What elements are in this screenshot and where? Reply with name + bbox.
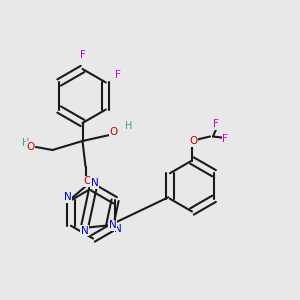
Text: N: N: [91, 178, 98, 188]
Text: H: H: [22, 137, 29, 148]
Text: N: N: [80, 226, 88, 236]
Text: N: N: [109, 220, 117, 230]
Text: F: F: [115, 70, 121, 80]
Text: N: N: [64, 192, 72, 202]
Text: F: F: [222, 134, 228, 145]
Text: O: O: [110, 127, 118, 137]
Text: F: F: [80, 50, 85, 61]
Text: O: O: [83, 176, 91, 187]
Text: O: O: [189, 136, 198, 146]
Text: H: H: [125, 121, 133, 131]
Text: F: F: [213, 119, 219, 130]
Text: O: O: [26, 142, 35, 152]
Text: N: N: [114, 224, 122, 234]
